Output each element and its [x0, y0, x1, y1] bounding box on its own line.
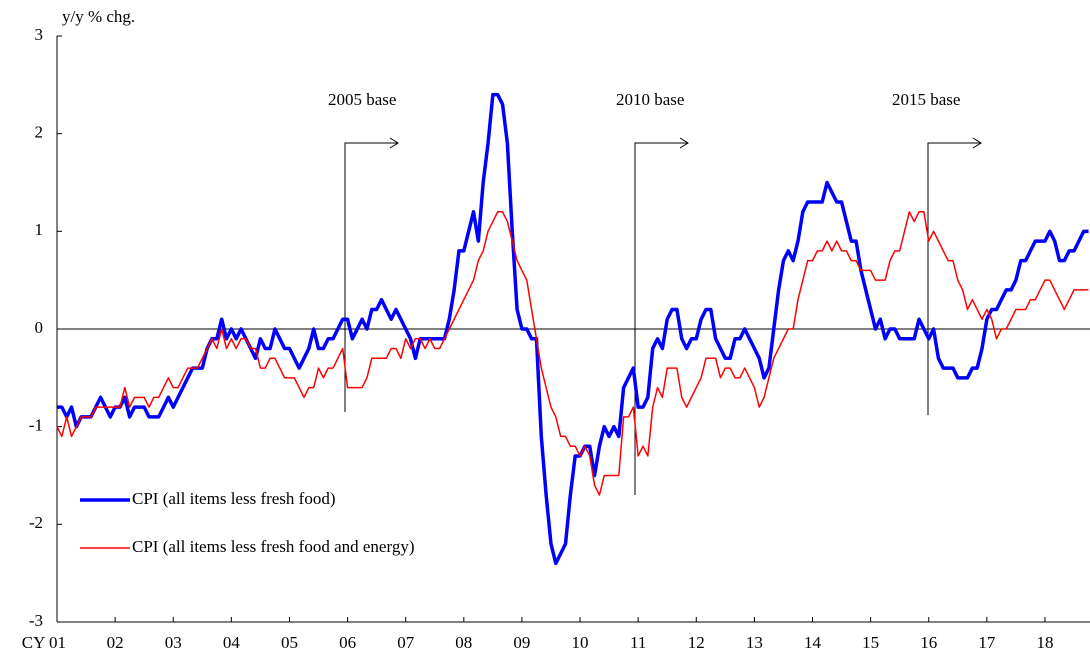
- x-tick-label: 12: [688, 633, 705, 652]
- x-tick-label: 17: [978, 633, 996, 652]
- annotation: 2005 base: [328, 90, 396, 109]
- x-tick-label: 05: [281, 633, 298, 652]
- x-tick-label: CY 01: [22, 633, 66, 652]
- base-arrow: [344, 137, 399, 412]
- y-tick-label: 0: [35, 318, 44, 337]
- x-tick-label: 13: [746, 633, 763, 652]
- base-markers: [344, 137, 982, 495]
- x-tick-label: 10: [572, 633, 589, 652]
- x-tick-label: 08: [455, 633, 472, 652]
- y-axis-label: y/y % chg.: [62, 7, 135, 26]
- x-tick-label: 16: [920, 633, 937, 652]
- x-tick-label: 15: [862, 633, 879, 652]
- x-tick-label: 03: [165, 633, 182, 652]
- x-tick-label: 09: [513, 633, 530, 652]
- annotation: 2015 base: [892, 90, 960, 109]
- y-tick-label: 1: [35, 220, 44, 239]
- series-line: [57, 92, 1089, 566]
- y-tick-label: -3: [29, 611, 43, 630]
- x-tick-label: 18: [1036, 633, 1053, 652]
- annotation: 2010 base: [616, 90, 684, 109]
- legend-label: CPI (all items less fresh food): [132, 489, 336, 508]
- x-tick-label: 14: [804, 633, 822, 652]
- base-arrow: [927, 137, 982, 415]
- x-tick-label: 11: [630, 633, 646, 652]
- y-tick-label: 3: [35, 25, 44, 44]
- legend-label: CPI (all items less fresh food and energ…: [132, 537, 414, 556]
- x-tick-label: 04: [223, 633, 241, 652]
- x-tick-label: 06: [339, 633, 356, 652]
- y-tick-label: 2: [35, 123, 44, 142]
- base-arrow: [634, 137, 689, 495]
- x-tick-label: 02: [107, 633, 124, 652]
- series-line: [56, 211, 1089, 496]
- y-tick-label: -1: [29, 416, 43, 435]
- x-tick-label: 07: [397, 633, 415, 652]
- y-tick-label: -2: [29, 513, 43, 532]
